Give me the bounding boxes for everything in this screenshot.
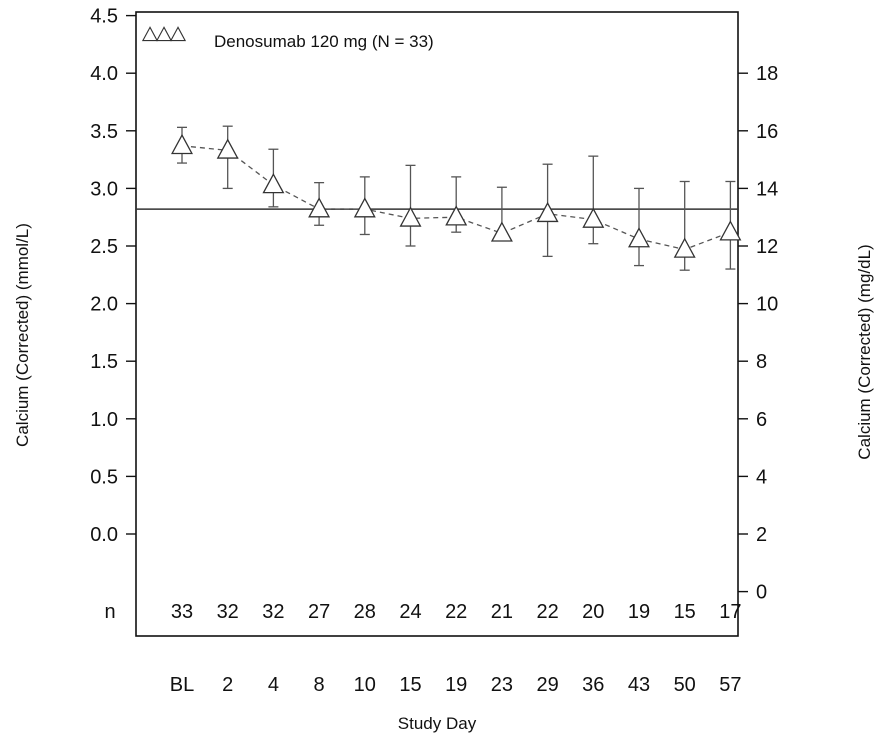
data-point-10 xyxy=(353,197,376,218)
x-tick-label-4: 4 xyxy=(268,674,279,696)
right-y-tick-label: 10 xyxy=(756,294,778,316)
n-count-10: 28 xyxy=(354,601,376,623)
legend-marker-icon xyxy=(141,26,159,42)
series-markers xyxy=(171,133,742,258)
data-point-19 xyxy=(445,205,468,226)
left-y-tick-label: 1.0 xyxy=(90,409,118,431)
data-point-29 xyxy=(536,201,559,223)
legend: Denosumab 120 mg (N = 33) xyxy=(141,26,434,51)
error-bars xyxy=(177,125,736,271)
plot-frame xyxy=(135,11,739,637)
right-y-axis: 0 2 4 6 8 10 12 14 16 18 xyxy=(738,63,778,604)
left-y-tick-label: 4.5 xyxy=(90,6,118,28)
data-point-BL xyxy=(171,133,193,155)
x-tick-label-43: 43 xyxy=(628,674,650,696)
left-y-tick-label: 2.5 xyxy=(90,236,118,258)
n-count-4: 32 xyxy=(262,601,284,623)
data-point-43 xyxy=(628,227,650,248)
n-count-BL: 33 xyxy=(171,601,193,623)
x-tick-label-10: 10 xyxy=(354,674,376,696)
n-count-row: 33 32 32 27 28 24 22 21 22 20 19 15 17 xyxy=(171,601,742,623)
data-point-15 xyxy=(399,206,422,227)
data-point-36 xyxy=(582,207,605,228)
n-count-15: 24 xyxy=(399,601,421,623)
x-tick-label-15: 15 xyxy=(399,674,421,696)
left-y-tick-label: 2.0 xyxy=(90,294,118,316)
left-y-tick-label: 4.0 xyxy=(90,63,118,85)
right-y-tick-label: 14 xyxy=(756,178,778,200)
left-y-tick-label: 1.5 xyxy=(90,351,118,373)
x-tick-label-50: 50 xyxy=(674,674,696,696)
right-y-tick-label: 4 xyxy=(756,466,767,488)
data-point-57 xyxy=(719,220,742,241)
x-axis: BL 2 4 8 10 15 19 23 29 36 43 50 57 xyxy=(170,674,742,696)
left-y-tick-label: 0.0 xyxy=(90,524,118,546)
n-count-23: 21 xyxy=(491,601,513,623)
x-tick-label-BL: BL xyxy=(170,674,194,696)
right-y-tick-label: 6 xyxy=(756,409,767,431)
right-y-tick-label: 8 xyxy=(756,351,767,373)
left-y-tick-label: 3.0 xyxy=(90,178,118,200)
right-y-tick-label: 2 xyxy=(756,524,767,546)
x-tick-label-19: 19 xyxy=(445,674,467,696)
data-point-50 xyxy=(673,237,696,258)
right-y-axis-title: Calcium (Corrected) (mg/dL) xyxy=(855,244,874,459)
legend-marker-icon xyxy=(169,26,187,42)
data-point-4 xyxy=(262,172,285,194)
data-point-8 xyxy=(308,197,331,218)
x-tick-label-8: 8 xyxy=(314,674,325,696)
left-y-axis-title: Calcium (Corrected) (mmol/L) xyxy=(13,223,32,447)
x-tick-label-29: 29 xyxy=(536,674,558,696)
data-point-2 xyxy=(216,138,239,159)
right-y-tick-label: 18 xyxy=(756,63,778,85)
n-count-50: 15 xyxy=(674,601,696,623)
left-y-axis: 0.0 0.5 1.0 1.5 2.0 2.5 3.0 3.5 4.0 4.5 xyxy=(90,6,136,546)
left-y-tick-label: 0.5 xyxy=(90,466,118,488)
data-point-23 xyxy=(490,221,513,242)
n-count-36: 20 xyxy=(582,601,604,623)
right-y-tick-label: 12 xyxy=(756,236,778,258)
left-y-tick-label: 3.5 xyxy=(90,121,118,143)
n-row-label: n xyxy=(104,601,115,623)
right-y-tick-label: 16 xyxy=(756,121,778,143)
legend-entry-label: Denosumab 120 mg (N = 33) xyxy=(214,32,434,51)
n-count-57: 17 xyxy=(719,601,741,623)
x-tick-label-2: 2 xyxy=(222,674,233,696)
n-count-8: 27 xyxy=(308,601,330,623)
x-tick-label-36: 36 xyxy=(582,674,604,696)
n-count-2: 32 xyxy=(217,601,239,623)
right-y-tick-label: 0 xyxy=(756,582,767,604)
x-axis-title: Study Day xyxy=(398,714,477,733)
n-count-19: 22 xyxy=(445,601,467,623)
x-tick-label-23: 23 xyxy=(491,674,513,696)
x-tick-label-57: 57 xyxy=(719,674,741,696)
legend-marker-icon xyxy=(155,26,173,42)
n-count-29: 22 xyxy=(536,601,558,623)
n-count-43: 19 xyxy=(628,601,650,623)
